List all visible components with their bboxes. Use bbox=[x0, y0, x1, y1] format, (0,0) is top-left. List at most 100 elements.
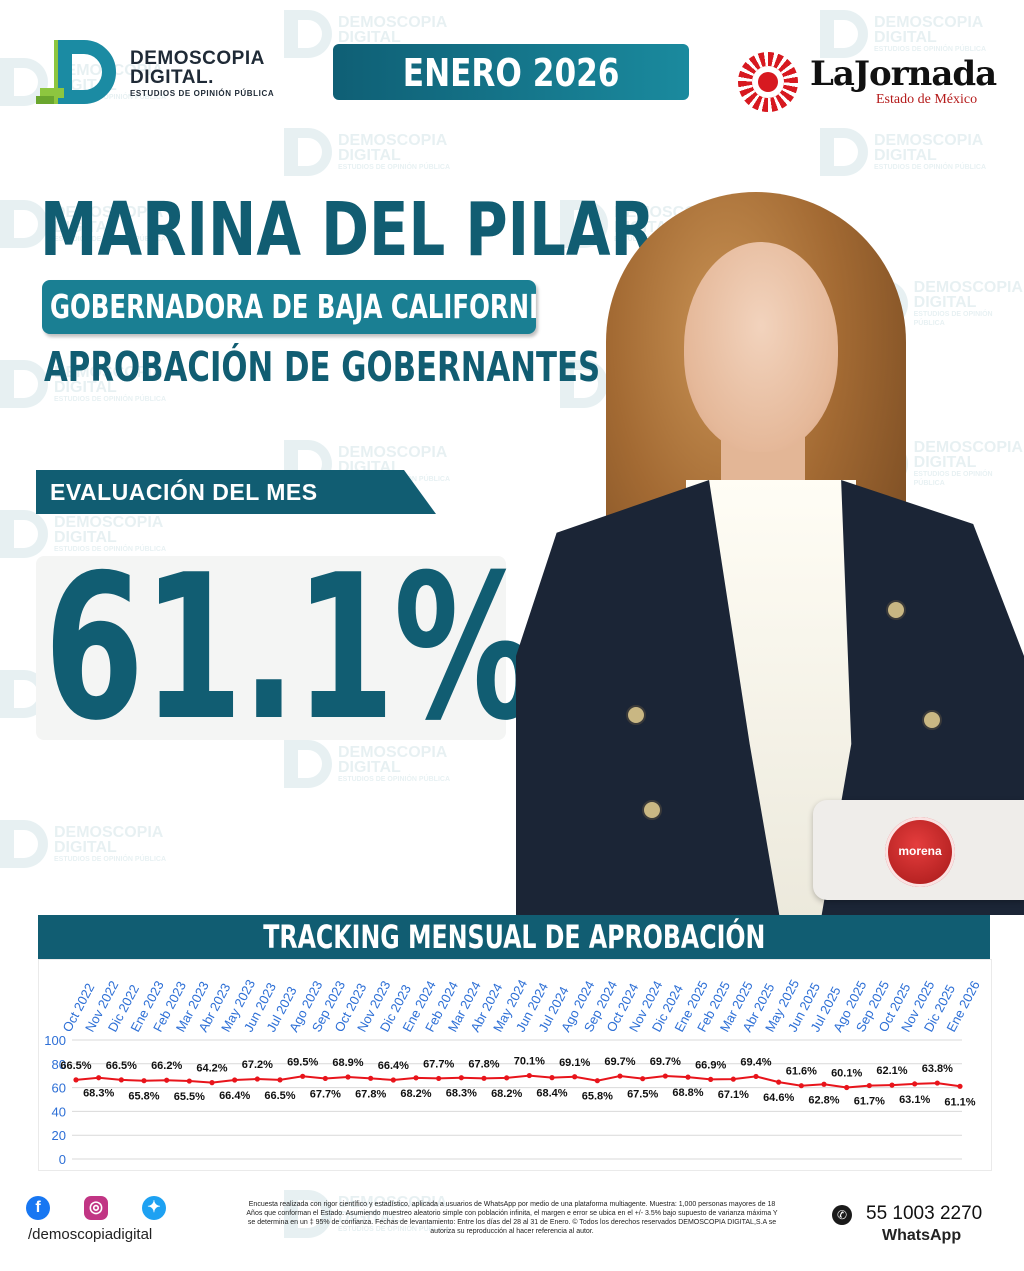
twitter-icon[interactable]: ✦ bbox=[142, 1196, 166, 1220]
data-label: 69.7% bbox=[604, 1056, 635, 1068]
office-label: GOBERNADORA DE BAJA CALIFORNIA bbox=[50, 287, 536, 326]
governor-name: MARINA DEL PILAR bbox=[40, 187, 656, 273]
tracking-title-bar: TRACKING MENSUAL DE APROBACIÓN bbox=[38, 915, 990, 959]
data-point bbox=[866, 1082, 872, 1089]
data-point bbox=[594, 1078, 600, 1084]
data-label: 66.4% bbox=[219, 1090, 250, 1102]
data-label: 66.5% bbox=[60, 1060, 91, 1072]
data-point bbox=[798, 1083, 804, 1089]
data-label: 66.5% bbox=[106, 1060, 137, 1072]
data-label: 66.2% bbox=[151, 1060, 182, 1072]
data-point bbox=[345, 1074, 351, 1080]
data-point bbox=[957, 1083, 963, 1089]
data-point bbox=[912, 1081, 918, 1087]
data-label: 67.2% bbox=[242, 1059, 273, 1071]
data-label: 63.1% bbox=[899, 1094, 930, 1106]
y-tick-label: 40 bbox=[52, 1104, 66, 1119]
data-label: 66.4% bbox=[378, 1060, 409, 1072]
social-handle[interactable]: /demoscopiadigital bbox=[28, 1226, 153, 1243]
data-label: 62.1% bbox=[876, 1065, 907, 1077]
data-point bbox=[934, 1080, 940, 1086]
data-label: 64.6% bbox=[763, 1092, 794, 1104]
la-jornada-logo: LaJornada Estado de México bbox=[738, 50, 998, 112]
y-tick-label: 20 bbox=[52, 1128, 66, 1143]
y-tick-label: 0 bbox=[59, 1152, 66, 1167]
data-point bbox=[164, 1077, 170, 1083]
logo-line2: DIGITAL. bbox=[130, 66, 214, 88]
demoscopia-logo-icon bbox=[36, 38, 120, 108]
party-label: morena bbox=[898, 844, 942, 858]
data-label: 61.1% bbox=[944, 1096, 975, 1108]
data-point bbox=[889, 1082, 895, 1088]
data-label: 67.1% bbox=[718, 1089, 749, 1101]
data-point bbox=[844, 1084, 850, 1091]
whatsapp-label: WhatsApp bbox=[882, 1227, 962, 1244]
data-point bbox=[753, 1073, 759, 1080]
phone-number: 55 1003 2270 bbox=[866, 1203, 983, 1224]
data-label: 68.3% bbox=[446, 1088, 477, 1100]
data-label: 69.7% bbox=[650, 1056, 681, 1068]
partner-name: LaJornada bbox=[810, 54, 997, 94]
data-point bbox=[96, 1075, 102, 1081]
tracking-title: TRACKING MENSUAL DE APROBACIÓN bbox=[262, 918, 766, 956]
y-tick-label: 80 bbox=[52, 1057, 66, 1072]
party-badge: morena bbox=[813, 800, 1024, 900]
data-point bbox=[458, 1075, 464, 1081]
data-point bbox=[776, 1079, 782, 1085]
data-label: 63.8% bbox=[922, 1063, 953, 1075]
evaluation-value: 61.1% bbox=[44, 532, 538, 765]
data-label: 67.7% bbox=[423, 1058, 454, 1070]
y-tick-label: 100 bbox=[44, 1033, 66, 1048]
data-point bbox=[640, 1076, 646, 1082]
data-label: 68.2% bbox=[400, 1088, 431, 1100]
data-point bbox=[436, 1075, 442, 1082]
data-point bbox=[821, 1081, 827, 1087]
data-label: 69.4% bbox=[740, 1056, 771, 1068]
social-icons: f ◎ ✦ bbox=[26, 1196, 166, 1220]
data-point bbox=[209, 1080, 215, 1086]
data-label: 69.1% bbox=[559, 1057, 590, 1069]
data-label: 62.8% bbox=[808, 1094, 839, 1106]
instagram-icon[interactable]: ◎ bbox=[84, 1196, 108, 1220]
office-banner: GOBERNADORA DE BAJA CALIFORNIA bbox=[42, 280, 536, 334]
data-label: 66.5% bbox=[264, 1090, 295, 1102]
series-line bbox=[75, 1074, 961, 1089]
governor-portrait bbox=[516, 180, 1024, 915]
data-point bbox=[413, 1075, 419, 1081]
month-label: ENERO 2026 bbox=[402, 51, 620, 95]
data-point bbox=[617, 1073, 623, 1079]
data-label: 65.5% bbox=[174, 1091, 205, 1103]
y-tick-label: 60 bbox=[52, 1081, 66, 1096]
data-label: 68.3% bbox=[83, 1088, 114, 1100]
data-point bbox=[300, 1073, 306, 1079]
data-label: 68.4% bbox=[536, 1088, 567, 1100]
month-banner: ENERO 2026 bbox=[333, 44, 689, 100]
data-label: 65.8% bbox=[582, 1091, 613, 1103]
data-point bbox=[549, 1075, 555, 1081]
data-label: 69.5% bbox=[287, 1056, 318, 1068]
evaluation-box bbox=[36, 556, 506, 740]
data-point bbox=[730, 1076, 736, 1082]
data-point bbox=[708, 1076, 714, 1082]
data-label: 68.9% bbox=[332, 1057, 363, 1069]
data-point bbox=[118, 1077, 124, 1083]
data-point bbox=[390, 1077, 396, 1083]
data-point bbox=[572, 1074, 578, 1080]
data-label: 70.1% bbox=[514, 1056, 545, 1068]
data-label: 61.7% bbox=[854, 1096, 885, 1108]
evaluation-label: EVALUACIÓN DEL MES bbox=[36, 470, 436, 514]
data-point bbox=[141, 1078, 147, 1084]
partner-subtitle: Estado de México bbox=[876, 92, 978, 107]
data-label: 68.8% bbox=[672, 1087, 703, 1099]
data-point bbox=[481, 1075, 487, 1081]
sun-icon bbox=[738, 52, 798, 112]
data-point bbox=[186, 1078, 192, 1084]
data-point bbox=[368, 1075, 374, 1081]
data-label: 64.2% bbox=[196, 1063, 227, 1075]
facebook-icon[interactable]: f bbox=[26, 1196, 50, 1220]
data-label: 61.6% bbox=[786, 1066, 817, 1078]
section-subtitle: APROBACIÓN DE GOBERNANTES bbox=[44, 343, 601, 391]
data-point bbox=[232, 1077, 238, 1083]
